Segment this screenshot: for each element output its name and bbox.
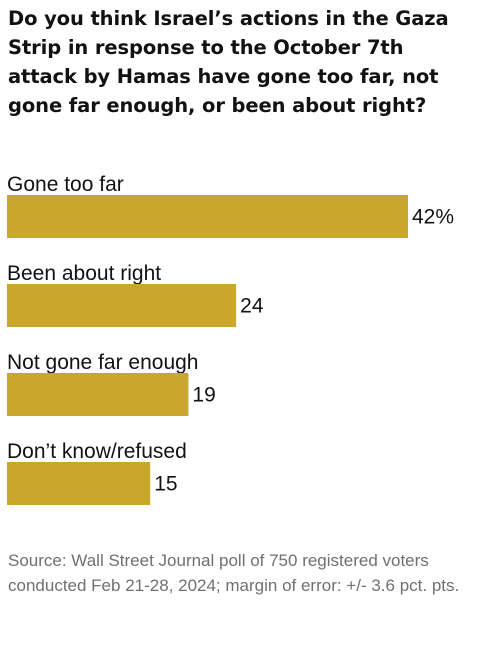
- bar: [7, 373, 189, 416]
- chart-title: Do you think Israel’s actions in the Gaz…: [8, 7, 449, 117]
- value-label: 42%: [412, 206, 454, 229]
- bar: [7, 284, 237, 327]
- category-label: Not gone far enough: [7, 351, 198, 374]
- bar-chart-svg: Gone too far 42% Been about right 24 Not gon…: [7, 173, 454, 505]
- bar: [7, 195, 408, 238]
- value-label: 24: [240, 295, 264, 318]
- category-label: Gone too far: [7, 173, 124, 196]
- category-label: Been about right: [7, 262, 161, 285]
- bar: [7, 462, 151, 505]
- value-label: 15: [154, 473, 177, 496]
- category-label: Don’t know/refused: [7, 440, 187, 463]
- source-note: Source: Wall Street Journal poll of 750 …: [8, 551, 460, 595]
- value-label: 19: [192, 384, 215, 407]
- bar-chart: Gone too far 42% Been about right 24 Not gon…: [0, 160, 485, 520]
